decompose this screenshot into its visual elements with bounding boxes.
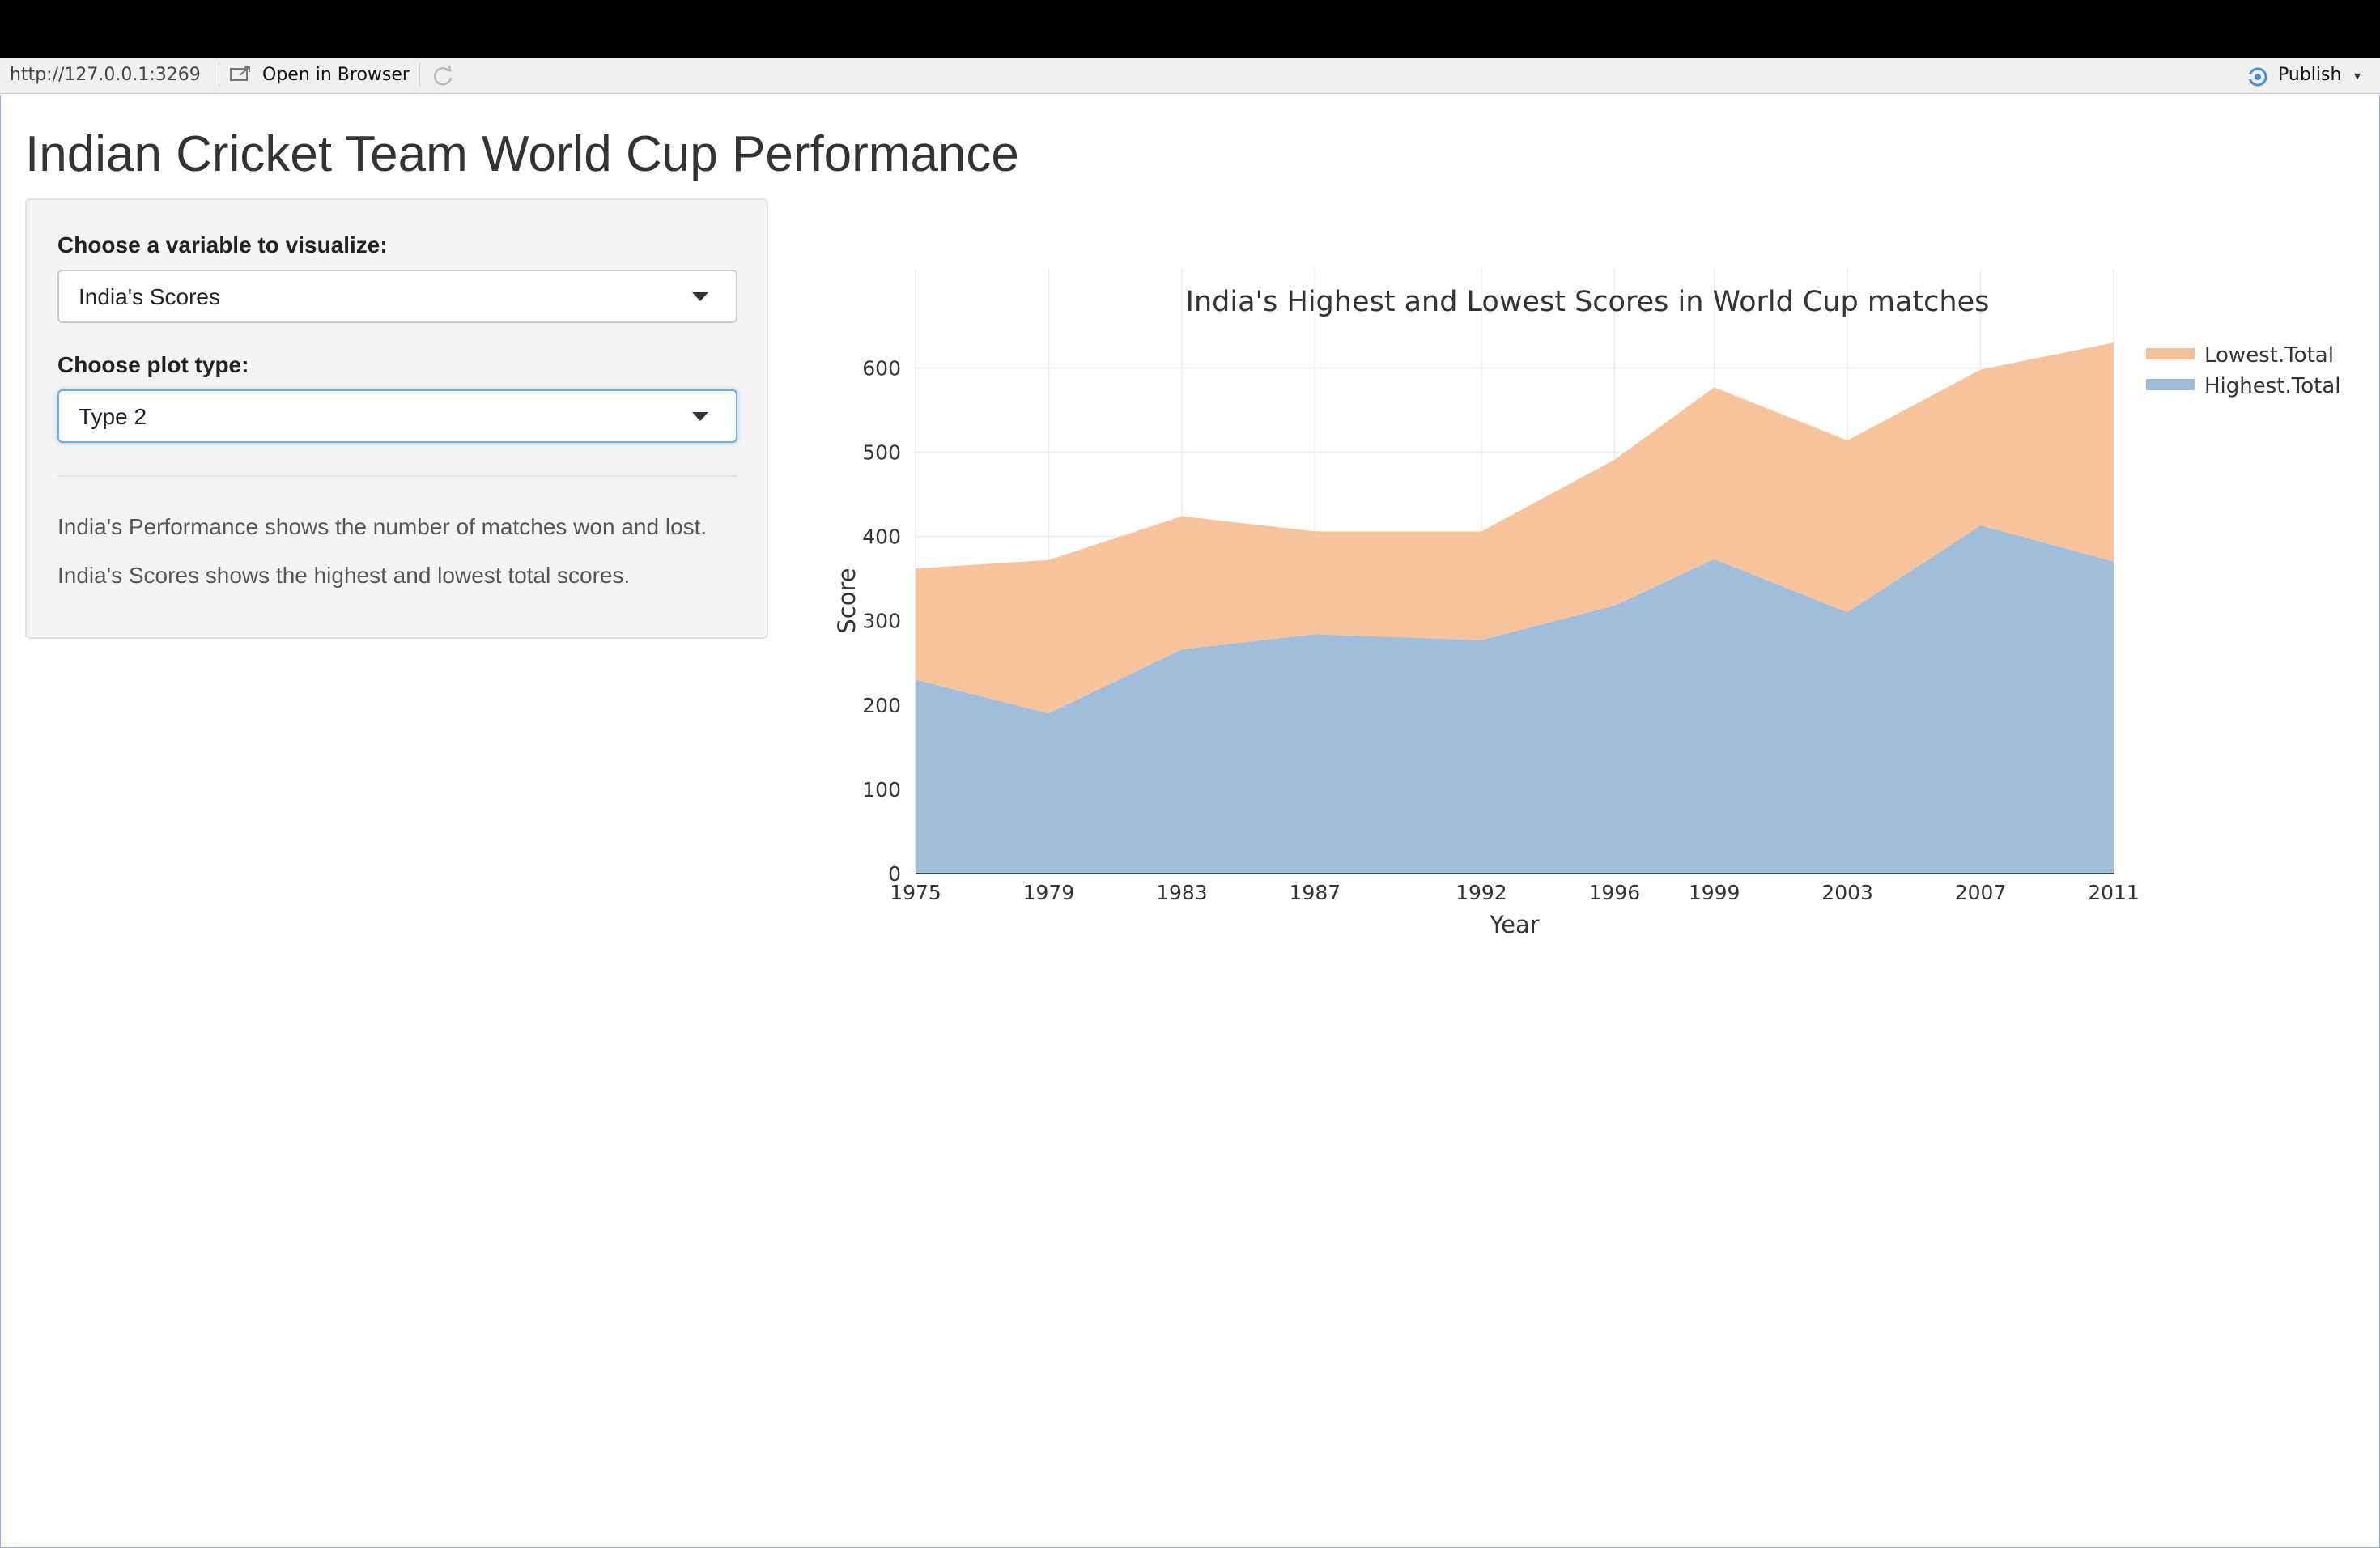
y-tick-label: 400 [862,525,901,549]
y-tick-label: 100 [862,778,901,802]
x-tick-label: 1987 [1290,881,1341,904]
y-tick-label: 0 [888,862,901,886]
variable-select-value: India's Scores [79,284,220,309]
sidebar-panel: Choose a variable to visualize: India's … [25,198,768,639]
area-chart: 1975 1979 1983 1987 1992 1996 1999 2003 2007 2011… [833,269,2340,938]
legend-label-lowest-total: Lowest.Total [2204,343,2334,368]
open-in-browser-icon[interactable] [230,66,251,83]
toolbar-divider [419,63,420,86]
x-tick-label: 1992 [1456,881,1507,904]
page-title: Indian Cricket Team World Cup Performanc… [25,126,1019,182]
title-bar [0,0,2380,58]
x-tick-label: 1999 [1689,881,1740,904]
legend-label-highest-total: Highest.Total [2204,374,2340,398]
chevron-down-icon [692,292,708,301]
x-tick-label: 2003 [1821,881,1873,904]
viewer-toolbar: http://127.0.0.1:3269 Open in Browser Pu… [0,58,2380,94]
help-text-scores: India's Scores shows the highest and low… [57,563,631,588]
publish-button[interactable]: Publish [2278,65,2342,85]
chart-container: 1975 1979 1983 1987 1992 1996 1999 2003 2007 2011… [810,188,2348,969]
y-tick-label: 500 [862,441,901,465]
series-area-highest-total [916,525,2114,874]
legend-swatch-lowest-total [2146,348,2195,359]
plot-type-select[interactable]: Type 2 [57,389,737,443]
series-area-lowest-total [916,342,2114,714]
publish-dropdown-icon[interactable]: ▾ [2354,68,2361,83]
url-display: http://127.0.0.1:3269 [10,65,201,85]
help-text-performance: India's Performance shows the number of … [57,514,708,539]
x-tick-label: 1979 [1023,881,1075,904]
refresh-icon[interactable] [432,65,455,87]
variable-label: Choose a variable to visualize: [57,232,388,257]
variable-select[interactable]: India's Scores [57,270,737,323]
legend-swatch-highest-total [2146,379,2195,390]
x-tick-label: 1983 [1156,881,1208,904]
app-viewport: Indian Cricket Team World Cup Performanc… [0,95,2380,1548]
y-axis-title: Score [833,568,861,633]
open-in-browser-button[interactable]: Open in Browser [262,65,410,85]
y-tick-label: 300 [862,610,901,633]
x-tick-label: 2011 [2088,881,2140,904]
x-tick-label: 1996 [1589,881,1641,904]
y-tick-label: 600 [862,356,901,380]
publish-icon[interactable] [2246,65,2270,89]
x-tick-label: 1975 [890,881,941,904]
y-tick-label: 200 [862,694,901,717]
plot-type-select-value: Type 2 [79,404,147,429]
chart-title: India's Highest and Lowest Scores in Wor… [1186,286,1990,318]
chevron-down-icon [692,412,708,421]
x-tick-label: 2007 [1955,881,2007,904]
x-axis-title: Year [1489,911,1539,938]
plot-type-label: Choose plot type: [57,352,249,377]
divider [57,475,737,477]
